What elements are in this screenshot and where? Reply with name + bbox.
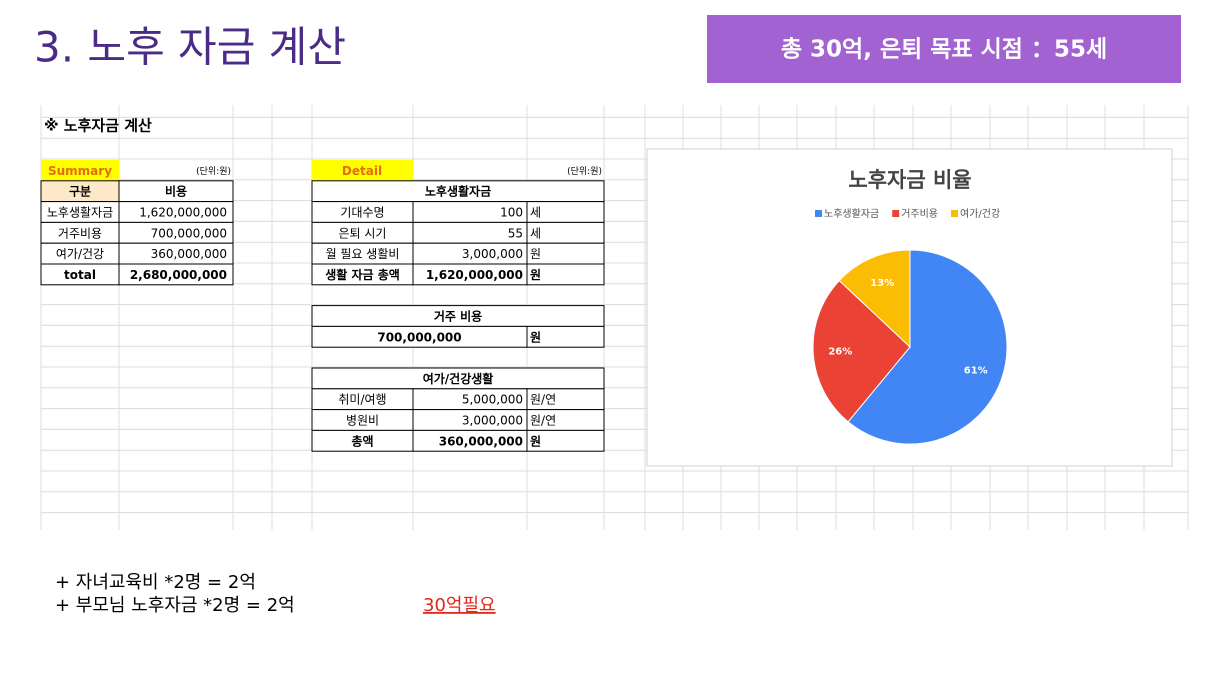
- legend-swatch: [951, 210, 959, 217]
- badge: [707, 15, 1181, 83]
- cell-text: 원: [530, 434, 541, 448]
- cell-text: 원: [530, 247, 541, 261]
- badge-text: 총 30억, 은퇴 목표 시점 ：55세: [781, 37, 1107, 63]
- pie-slice: [838, 249, 911, 349]
- legend-swatch: [892, 210, 900, 217]
- cell-text: 병원비: [346, 414, 379, 428]
- cell-text: 생활 자금 총액: [325, 267, 400, 282]
- cell-text: 거주비용: [58, 226, 102, 240]
- cell-text: 세: [530, 226, 541, 240]
- cell-text: total: [64, 268, 96, 282]
- pie-slice: [812, 279, 911, 423]
- pie-slice: [847, 249, 1008, 445]
- cell-text: Detail: [342, 164, 382, 178]
- slice-label: 61%: [964, 366, 988, 377]
- cell-text: (단위:원): [567, 166, 602, 177]
- slice-label: 26%: [828, 346, 852, 357]
- legend-label: 거주비용: [901, 208, 938, 220]
- legend-label: 여가/건강: [960, 208, 1000, 220]
- note-line: + 자녀교육비 *2명 = 2억: [55, 572, 256, 593]
- cell-text: 2,680,000,000: [130, 268, 227, 282]
- cell-text: 원: [530, 268, 541, 282]
- cell-text: 비용: [165, 184, 187, 199]
- table-cell: [526, 325, 605, 348]
- note-line: + 부모님 노후자금 *2명 = 2억: [55, 595, 295, 616]
- slide-title: 3. 노후 자금 계산: [34, 23, 346, 72]
- cell-text: 55: [508, 226, 523, 240]
- table-cell: [118, 263, 234, 286]
- cell-text: 세: [530, 206, 541, 220]
- cell-text: 360,000,000: [439, 434, 523, 448]
- cell-text: 총액: [351, 433, 373, 448]
- sheet-heading: ※ 노후자금 계산: [44, 117, 152, 135]
- cell-text: 여가/건강생활: [423, 371, 494, 386]
- cell-text: 원/연: [530, 393, 556, 407]
- cell-text: 원/연: [530, 414, 556, 428]
- cell-text: 거주 비용: [434, 309, 482, 324]
- cell-text: 100: [500, 206, 523, 220]
- cell-text: 1,620,000,000: [139, 206, 227, 220]
- table-cell: [526, 429, 605, 452]
- legend-swatch: [815, 210, 822, 217]
- cell-text: 노후생활자금: [47, 206, 113, 220]
- cell-text: 노후생활자금: [425, 184, 491, 199]
- cell-text: 월 필요 생활비: [326, 247, 400, 261]
- cell-text: 취미/여행: [338, 392, 386, 407]
- cell-text: 여가/건강: [56, 247, 104, 261]
- cell-text: 은퇴 시기: [339, 226, 387, 240]
- table-cell: [526, 263, 605, 286]
- label-cell: [41, 160, 119, 181]
- cell-text: 3,000,000: [462, 247, 523, 261]
- label-cell: [312, 160, 413, 181]
- cell-text: 700,000,000: [151, 226, 227, 240]
- cell-text: 360,000,000: [151, 247, 227, 261]
- chart-title: 노후자금 비율: [848, 168, 971, 192]
- cell-text: 원: [530, 330, 541, 344]
- cell-text: Summary: [48, 164, 112, 178]
- slice-label: 13%: [870, 278, 894, 289]
- callout: 30억필요: [423, 595, 496, 616]
- cell-text: 5,000,000: [462, 393, 523, 407]
- cell-text: 700,000,000: [377, 330, 461, 344]
- cell-text: 구분: [69, 185, 91, 199]
- cell-text: 1,620,000,000: [426, 268, 523, 282]
- cell-text: (단위:원): [196, 166, 231, 177]
- cell-text: 3,000,000: [462, 414, 523, 428]
- legend-label: 노후생활자금: [824, 207, 879, 220]
- cell-text: 기대수명: [340, 206, 384, 220]
